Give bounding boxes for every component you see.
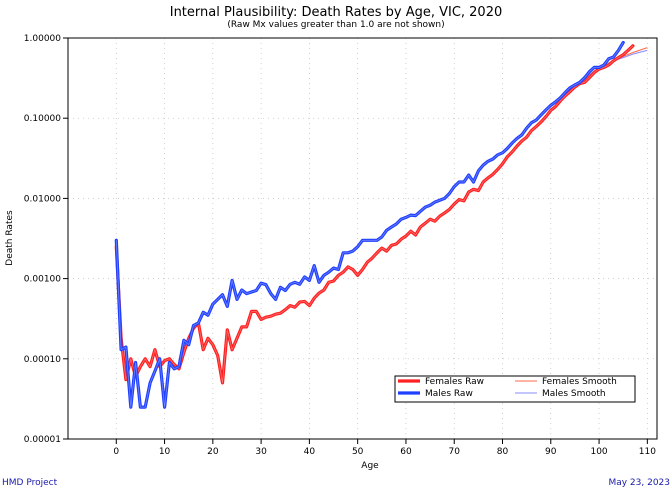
series-highlight-females-raw: [115, 45, 634, 384]
y-tick-label: 0.00100: [24, 275, 61, 285]
x-tick-label: 50: [352, 447, 364, 457]
x-tick-label: 40: [304, 447, 316, 457]
x-tick-label: 70: [449, 447, 461, 457]
x-axis-ticks: 0 10 20 30 40 50 60 70 80 90 100 110: [113, 439, 656, 457]
y-axis-label: Death Rates: [5, 210, 15, 266]
y-axis-ticks: 1.00000 0.10000 0.01000 0.00100 0.00010 0.000…: [24, 34, 68, 445]
plot-area: [67, 37, 658, 440]
y-tick-label: 0.10000: [24, 114, 61, 124]
y-tick-label: 0.00010: [24, 355, 61, 365]
series-highlight-males-raw: [115, 42, 624, 408]
series-line-females-raw: [114, 44, 635, 385]
y-tick-label: 0.01000: [24, 194, 61, 204]
x-tick-label: 90: [545, 447, 557, 457]
x-tick-label: 10: [159, 447, 171, 457]
footer-right: May 23, 2023: [608, 478, 670, 488]
x-tick-label: 0: [113, 447, 119, 457]
legend-label-females-smooth: Females Smooth: [542, 377, 617, 387]
x-tick-label: 80: [497, 447, 509, 457]
legend: Females Raw Males Raw Females Smooth Males …: [394, 375, 636, 403]
x-tick-label: 60: [400, 447, 412, 457]
x-axis-label: Age: [361, 461, 379, 471]
x-tick-label: 100: [590, 447, 607, 457]
series-line-females-smooth: [502, 47, 648, 165]
y-tick-label: 0.00001: [24, 435, 61, 445]
y-tick-label: 1.00000: [24, 34, 61, 44]
legend-label-males-smooth: Males Smooth: [542, 389, 606, 399]
x-tick-label: 110: [639, 447, 656, 457]
legend-label-males-raw: Males Raw: [425, 389, 473, 399]
legend-label-females-raw: Females Raw: [425, 377, 484, 387]
footer-left: HMD Project: [2, 478, 58, 488]
series-group: [114, 40, 648, 409]
legend-box: [394, 375, 636, 403]
chart-title: Internal Plausibility: Death Rates by Ag…: [170, 5, 503, 20]
x-tick-label: 20: [207, 447, 219, 457]
x-tick-label: 30: [255, 447, 267, 457]
series-line-males-raw: [114, 40, 625, 409]
chart-subtitle: (Raw Mx values greater than 1.0 are not …: [227, 20, 444, 30]
